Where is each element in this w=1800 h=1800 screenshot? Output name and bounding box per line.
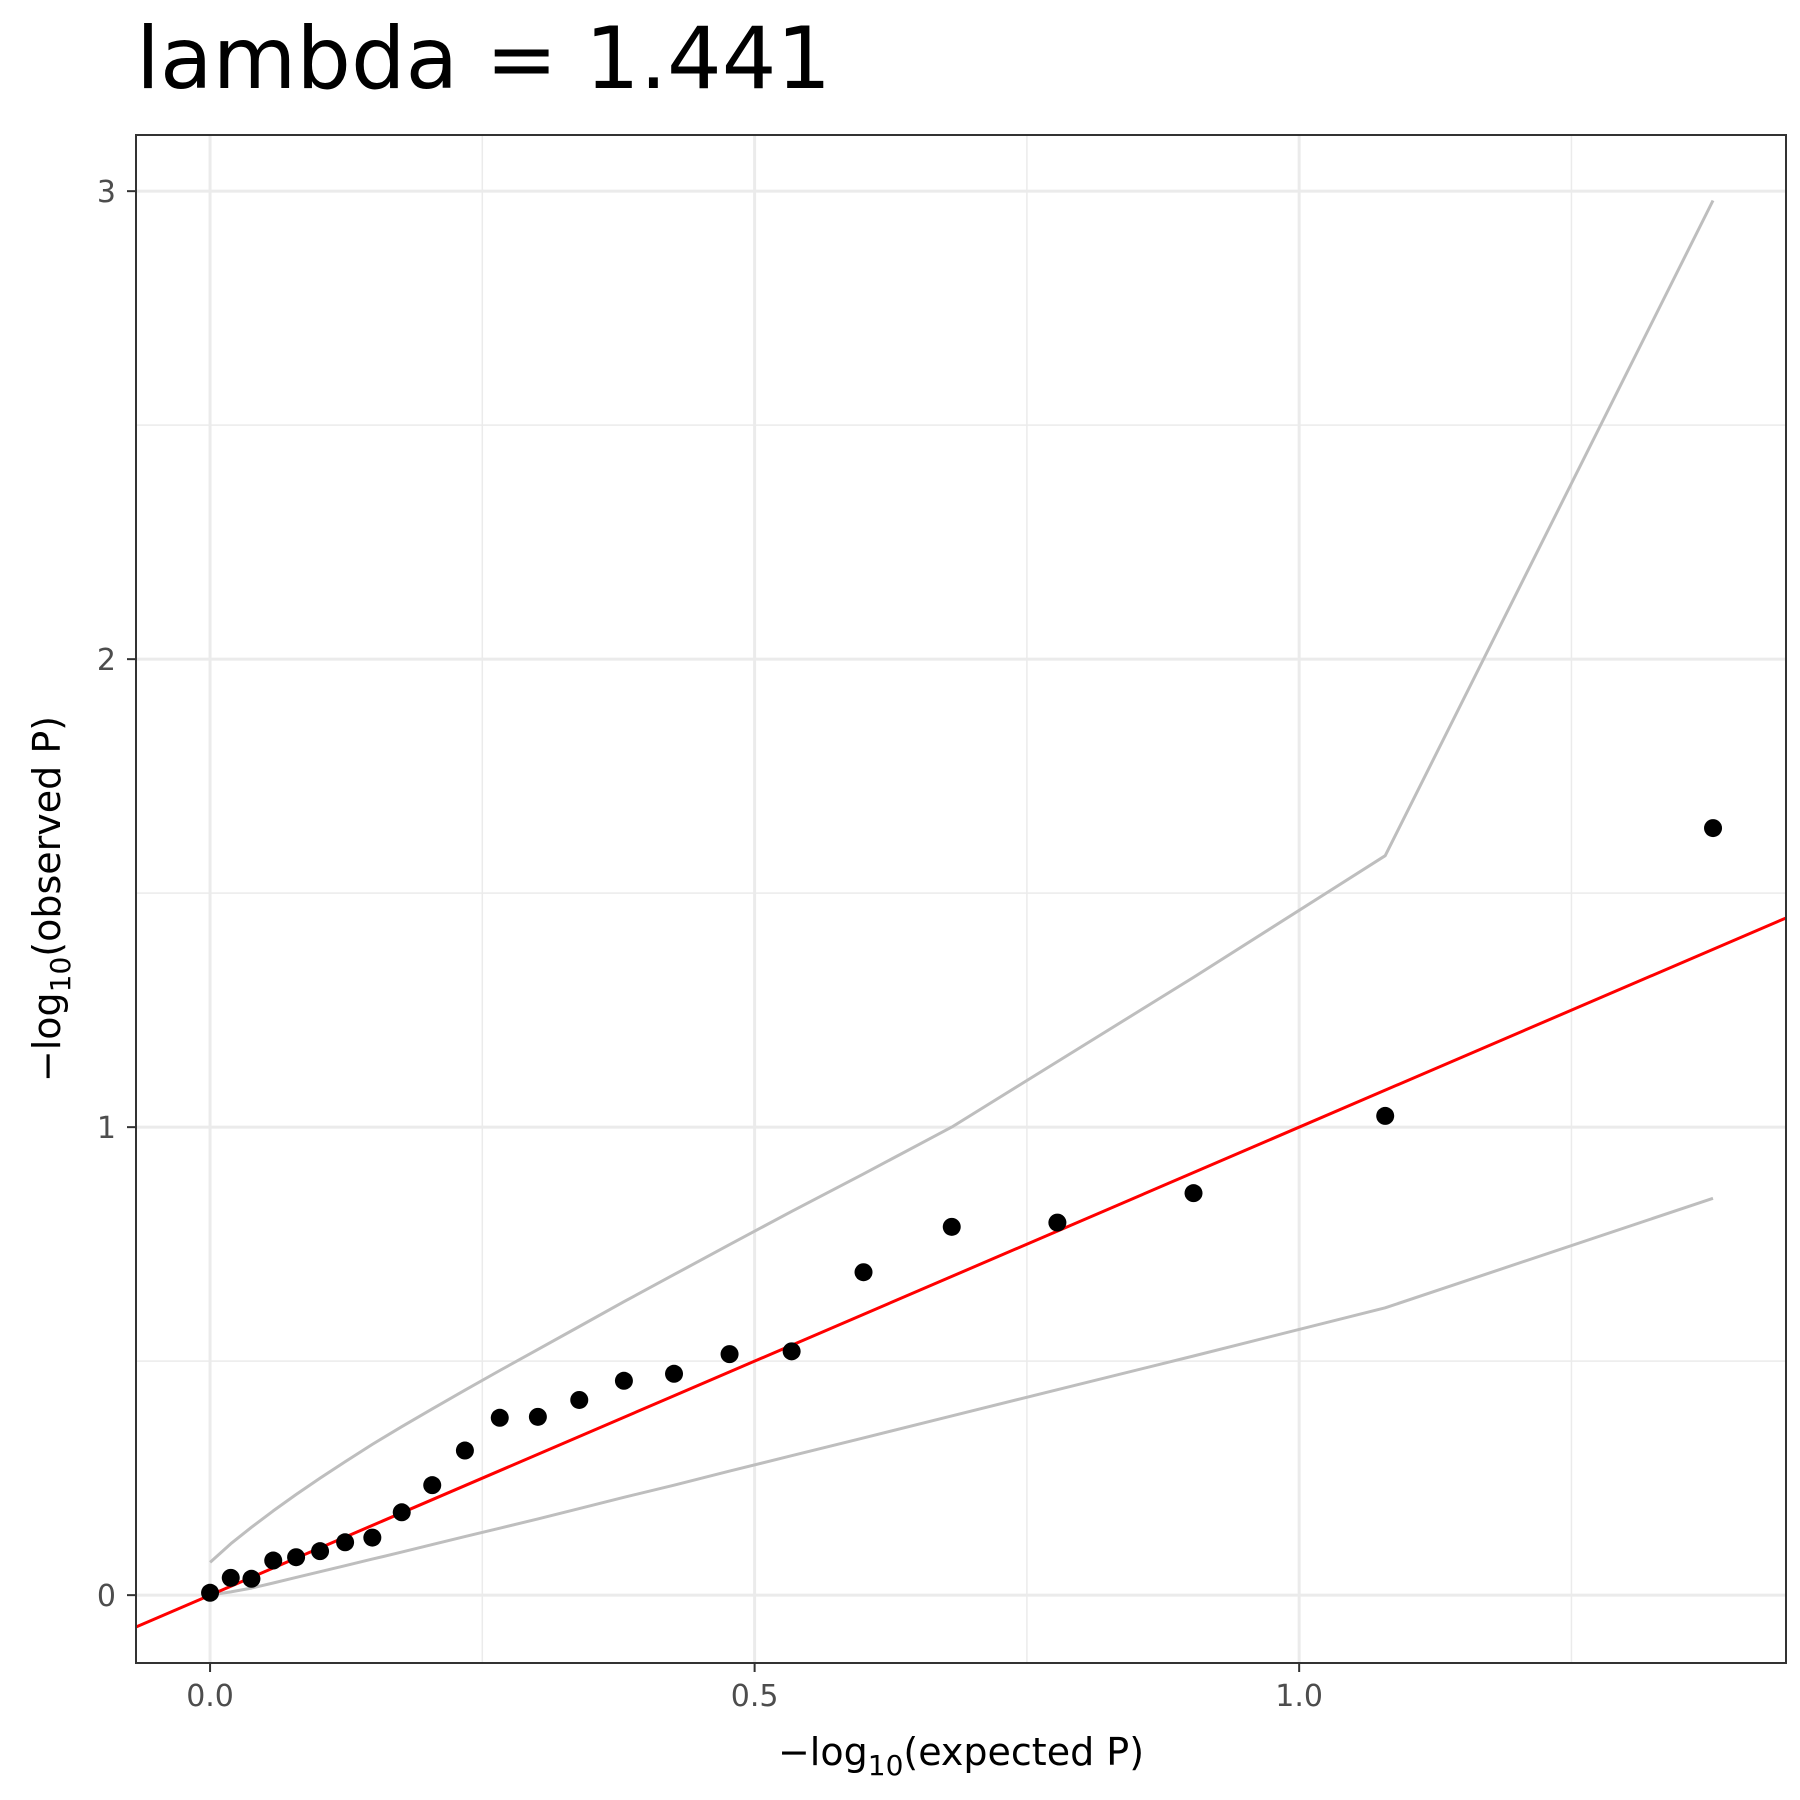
chart-title: lambda = 1.441 xyxy=(136,9,831,109)
data-point xyxy=(1048,1213,1067,1232)
x-tick-label: 1.0 xyxy=(1275,1679,1323,1714)
data-point xyxy=(242,1569,261,1588)
x-axis-title: −log10(expected P) xyxy=(778,1730,1144,1782)
reference-line xyxy=(135,916,1787,1629)
x-axis-title-prefix: −log xyxy=(778,1730,868,1774)
x-axis-title-subscript: 10 xyxy=(868,1749,904,1782)
y-tick-label: 2 xyxy=(97,643,116,678)
data-point xyxy=(614,1371,633,1390)
data-point xyxy=(311,1542,330,1561)
data-point xyxy=(201,1583,220,1602)
data-point xyxy=(1184,1184,1203,1203)
data-point xyxy=(720,1345,739,1364)
data-point xyxy=(423,1476,442,1495)
data-point xyxy=(287,1548,306,1567)
y-tick-label: 1 xyxy=(97,1111,116,1146)
y-tick-label: 3 xyxy=(97,175,116,210)
y-tick-label: 0 xyxy=(97,1579,116,1614)
data-point xyxy=(363,1528,382,1547)
x-axis-title-suffix: (expected P) xyxy=(903,1730,1144,1774)
y-axis-title-prefix: −log xyxy=(25,992,69,1082)
panel-border xyxy=(135,134,1787,1664)
data-point xyxy=(1376,1106,1395,1125)
confidence-upper-line xyxy=(209,199,1715,1564)
confidence-lower-line xyxy=(209,1196,1714,1597)
x-tick-label: 0.0 xyxy=(186,1679,234,1714)
panel-background xyxy=(136,135,1786,1663)
data-point xyxy=(942,1217,961,1236)
reference-line-layer xyxy=(135,916,1787,1629)
data-point xyxy=(490,1408,509,1427)
data-point xyxy=(455,1441,474,1460)
axes: 0.0 0.5 1.0 0 1 2 3 xyxy=(97,175,1323,1714)
data-point xyxy=(1704,819,1723,838)
data-point xyxy=(221,1568,240,1587)
x-tick-label: 0.5 xyxy=(731,1679,779,1714)
grid xyxy=(136,135,1786,1663)
data-point xyxy=(392,1503,411,1522)
data-point xyxy=(782,1342,801,1361)
y-axis-title-suffix: (observed P) xyxy=(25,716,69,957)
data-point xyxy=(570,1390,589,1409)
data-point xyxy=(264,1551,283,1570)
y-axis-title: −log10(observed P) xyxy=(25,716,77,1082)
data-point xyxy=(336,1533,355,1552)
points xyxy=(201,819,1723,1602)
y-axis-title-subscript: 10 xyxy=(44,957,77,993)
confidence-band xyxy=(209,199,1715,1597)
data-point xyxy=(854,1263,873,1282)
data-point xyxy=(665,1364,684,1383)
data-point xyxy=(528,1407,547,1426)
